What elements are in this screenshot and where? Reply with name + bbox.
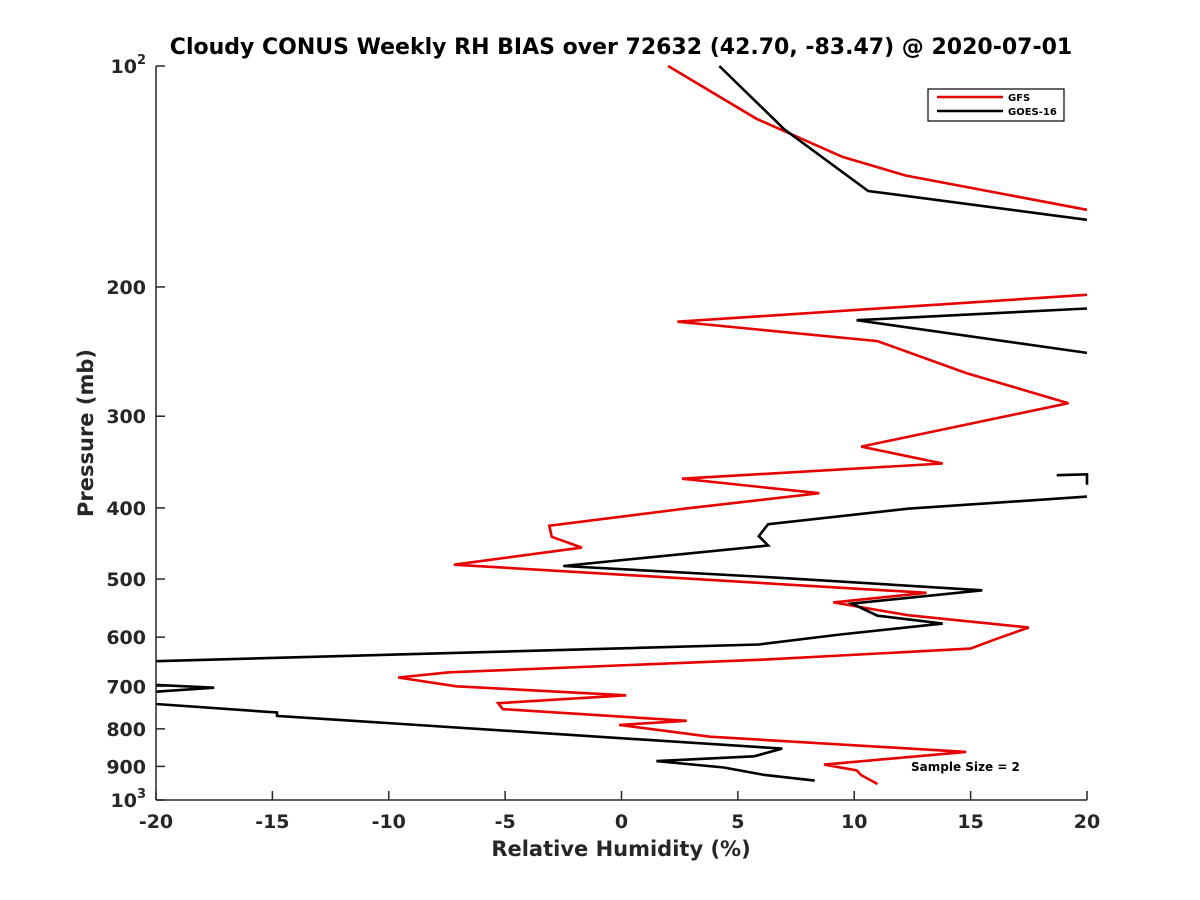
x-tick-label: -5 xyxy=(495,811,516,833)
series-layer xyxy=(155,64,1089,786)
y-tick-label: 800 xyxy=(106,719,146,741)
y-tick-label: 102 xyxy=(111,53,147,78)
legend: GFS GOES-16 xyxy=(927,88,1065,122)
legend-label-goes16: GOES-16 xyxy=(1008,107,1057,118)
chart-title: Cloudy CONUS Weekly RH BIAS over 72632 (… xyxy=(170,35,1072,60)
x-axis-label: Relative Humidity (%) xyxy=(491,837,750,861)
legend-box xyxy=(927,88,1065,122)
x-tick-label: 15 xyxy=(957,811,983,833)
series-line-gfs-segment-1 xyxy=(397,293,1088,786)
x-tick-label: -20 xyxy=(139,811,173,833)
y-axis-label: Pressure (mb) xyxy=(74,349,98,517)
y-tick-label: 600 xyxy=(106,627,146,649)
x-tick-label: 10 xyxy=(841,811,867,833)
y-ticks: 102 200 300 400 500 600 700 800 900 103 xyxy=(106,53,165,812)
x-tick-label: -15 xyxy=(255,811,289,833)
x-tick-label: 20 xyxy=(1074,811,1100,833)
y-tick-label: 700 xyxy=(106,676,146,698)
x-tick-label: 5 xyxy=(731,811,744,833)
series-line-goes16-segment-1 xyxy=(856,307,1088,355)
x-tick-label: -10 xyxy=(372,811,406,833)
y-tick-label: 900 xyxy=(106,756,146,778)
series-line-goes16-segment-5 xyxy=(155,702,815,782)
y-tick-label: 300 xyxy=(106,406,146,428)
y-tick-label: 400 xyxy=(106,498,146,520)
y-tick-label: 103 xyxy=(111,787,147,812)
x-tick-label: 0 xyxy=(615,811,628,833)
series-line-goes16-segment-4 xyxy=(155,683,215,693)
series-line-gfs-segment-0 xyxy=(667,64,1088,212)
series-line-goes16-segment-0 xyxy=(718,65,1088,222)
y-tick-label: 500 xyxy=(106,569,146,591)
x-ticks: -20 -15 -10 -5 0 5 10 15 20 xyxy=(139,791,1100,833)
series-line-goes16-segment-3 xyxy=(155,495,1088,663)
legend-label-gfs: GFS xyxy=(1008,93,1030,104)
series-line-goes16-segment-2 xyxy=(1056,472,1089,485)
y-tick-label: 200 xyxy=(106,277,146,299)
sample-size-annotation: Sample Size = 2 xyxy=(911,760,1020,774)
